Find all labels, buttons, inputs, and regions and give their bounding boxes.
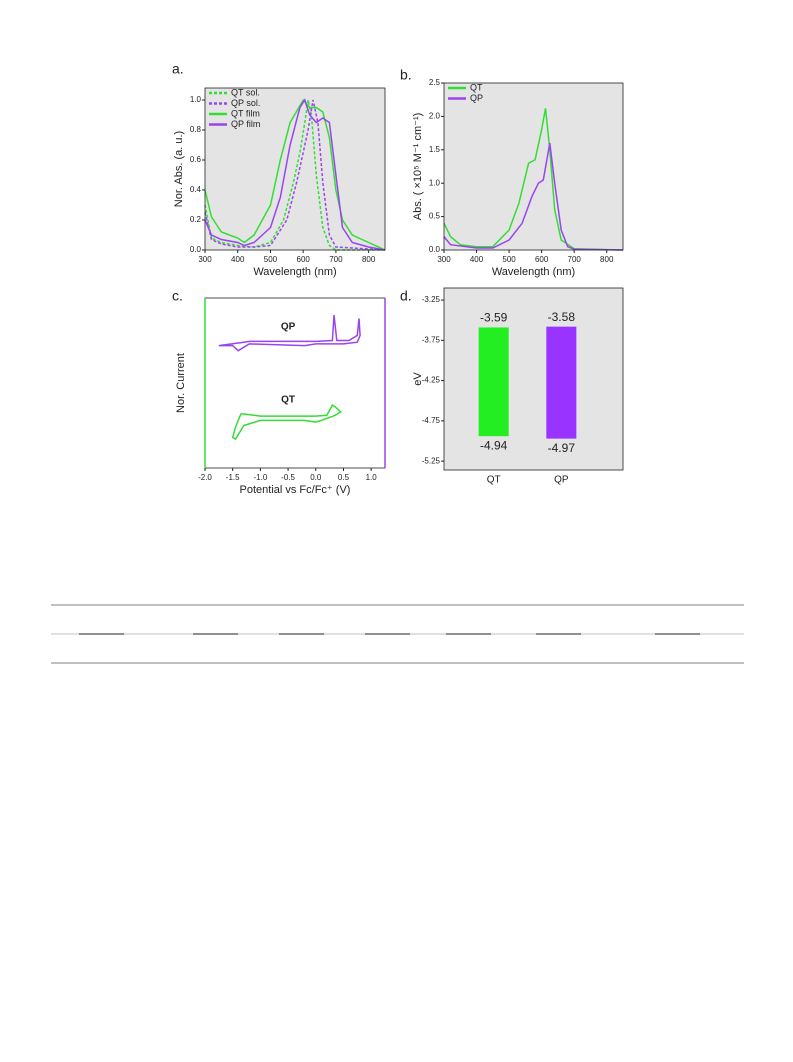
x-tick-label: 400 <box>470 255 484 264</box>
y-tick-label: -3.75 <box>422 335 441 344</box>
x-tick-label: 1.0 <box>366 473 378 482</box>
y-tick-label: 1.0 <box>429 178 441 187</box>
data-line <box>204 98 386 251</box>
data-line <box>204 99 385 251</box>
plot-frame <box>443 287 624 471</box>
y-tick-label: 2.0 <box>429 112 441 121</box>
x-tick-label: -2.0 <box>198 473 212 482</box>
x-tick-label: QT <box>487 475 501 486</box>
x-axis-title: Wavelength (nm) <box>253 266 336 278</box>
annotation: QP <box>281 322 296 333</box>
y-tick-label: 0.5 <box>429 212 441 221</box>
plot-background <box>444 83 623 250</box>
data-line <box>204 99 386 251</box>
x-tick-label: 0.5 <box>338 473 350 482</box>
legend-label: QT <box>470 82 483 92</box>
plot-frame <box>204 87 386 251</box>
lumo-label: -3.59 <box>480 311 508 325</box>
panel-label: d. <box>400 288 412 304</box>
data-line <box>443 108 624 251</box>
y-axis-title: eV <box>412 372 424 386</box>
homo-label: -4.97 <box>548 441 576 455</box>
y-tick-label: 1.5 <box>429 145 441 154</box>
data-line <box>231 404 342 441</box>
x-tick-label: 600 <box>535 255 549 264</box>
legend-label: QT film <box>231 108 260 118</box>
data-line <box>443 142 624 251</box>
y-axis-title: Nor. Current <box>175 353 187 413</box>
y-tick-label: -5.25 <box>422 456 441 465</box>
plot-background <box>444 288 623 470</box>
y-axis-title: Nor. Abs. (a. u.) <box>173 131 185 207</box>
y-tick-label: 0.2 <box>190 215 202 224</box>
y-tick-label: 0.8 <box>190 125 202 134</box>
x-axis-title: Wavelength (nm) <box>492 266 575 278</box>
y-axis-title: Abs. ( ×10⁵ M⁻¹ cm⁻¹) <box>412 113 424 221</box>
y-tick-label: -3.25 <box>422 295 441 304</box>
y-tick-label: 2.5 <box>429 78 441 87</box>
legend-label: QP <box>470 93 483 103</box>
annotation: QT <box>281 395 295 406</box>
plot-frame <box>443 82 624 251</box>
y-tick-label: -4.25 <box>422 376 441 385</box>
panel-label: b. <box>400 67 412 83</box>
x-axis-title: Potential vs Fc/Fc⁺ (V) <box>240 484 351 496</box>
y-tick-label: 0.4 <box>190 185 202 194</box>
x-tick-label: -1.0 <box>253 473 267 482</box>
energy-bar <box>478 327 509 437</box>
lumo-label: -3.58 <box>548 310 576 324</box>
x-tick-label: 500 <box>502 255 516 264</box>
panel-label: a. <box>172 61 184 77</box>
x-tick-label: -0.5 <box>281 473 295 482</box>
x-tick-label: 300 <box>437 255 451 264</box>
x-tick-label: 600 <box>297 255 311 264</box>
y-tick-label: 0.0 <box>190 245 202 254</box>
y-tick-label: -4.75 <box>422 416 441 425</box>
y-tick-label: 1.0 <box>190 95 202 104</box>
legend-label: QP sol. <box>231 98 260 108</box>
y-tick-label: 0.6 <box>190 155 202 164</box>
data-line <box>218 314 361 352</box>
y-tick-label: 0.0 <box>429 245 441 254</box>
x-tick-label: 800 <box>362 255 376 264</box>
legend-label: QT sol. <box>231 87 260 97</box>
x-tick-label: 800 <box>600 255 614 264</box>
x-tick-label: -1.5 <box>226 473 240 482</box>
energy-bar <box>546 326 577 439</box>
x-tick-label: 700 <box>568 255 582 264</box>
x-tick-label: 400 <box>231 255 245 264</box>
homo-label: -4.94 <box>480 438 508 452</box>
panel-label: c. <box>172 288 183 304</box>
x-tick-label: 300 <box>198 255 212 264</box>
x-tick-label: QP <box>554 475 569 486</box>
legend-label: QP film <box>231 119 260 129</box>
data-line <box>204 98 386 251</box>
x-tick-label: 0.0 <box>310 473 322 482</box>
x-tick-label: 500 <box>264 255 278 264</box>
x-tick-label: 700 <box>329 255 343 264</box>
